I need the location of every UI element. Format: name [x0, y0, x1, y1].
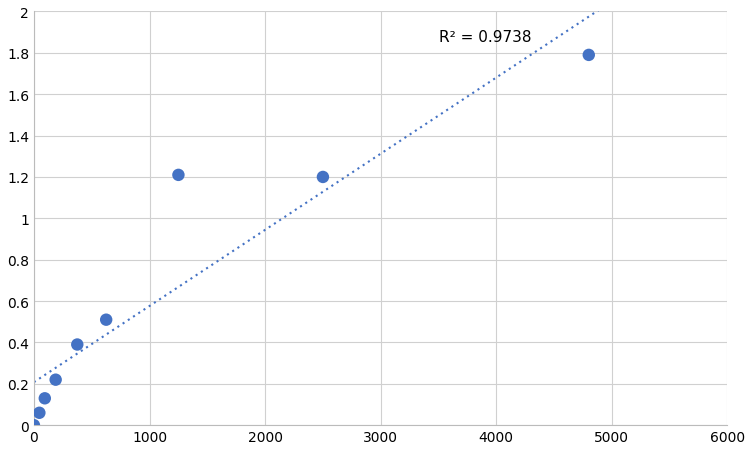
Point: [71, 341, 83, 348]
Point: [100, 316, 112, 323]
Point: [39, 395, 51, 402]
Text: R² = 0.9738: R² = 0.9738: [438, 30, 531, 45]
Point: [317, 174, 329, 181]
Point: [28, 422, 40, 429]
Point: [50, 376, 62, 383]
Point: [172, 172, 184, 179]
Point: [33, 409, 45, 416]
Point: [583, 52, 595, 60]
